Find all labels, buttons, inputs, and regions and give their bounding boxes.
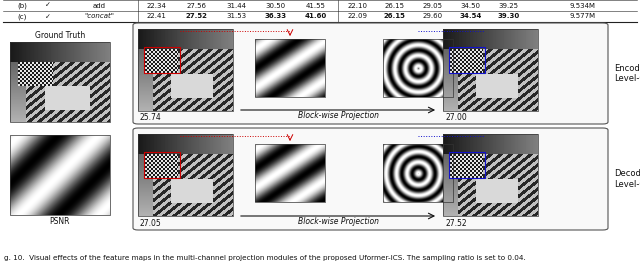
Text: PSNR: PSNR <box>50 217 70 226</box>
Text: 9.577M: 9.577M <box>570 13 595 19</box>
FancyBboxPatch shape <box>133 23 608 124</box>
Text: (c): (c) <box>18 13 27 20</box>
Text: Decoder
Level-0: Decoder Level-0 <box>614 169 640 189</box>
Bar <box>443 29 538 111</box>
Text: 26.15: 26.15 <box>384 13 406 19</box>
Text: 41.60: 41.60 <box>305 13 326 19</box>
Bar <box>138 134 233 216</box>
Text: (b): (b) <box>17 2 28 9</box>
Text: 27.52: 27.52 <box>186 13 207 19</box>
Text: 27.00: 27.00 <box>445 113 467 122</box>
Text: Block-wise Projection: Block-wise Projection <box>298 111 378 120</box>
Text: g. 10.  Visual effects of the feature maps in the multi-channel projection modul: g. 10. Visual effects of the feature map… <box>4 255 525 261</box>
Bar <box>10 135 110 215</box>
Bar <box>138 29 233 111</box>
Text: 25.74: 25.74 <box>140 113 162 122</box>
Text: 26.15: 26.15 <box>385 3 405 8</box>
Text: 39.30: 39.30 <box>497 13 519 19</box>
Text: 36.33: 36.33 <box>265 13 287 19</box>
Text: ✓: ✓ <box>45 3 51 8</box>
Text: 31.53: 31.53 <box>226 13 246 19</box>
FancyBboxPatch shape <box>133 128 608 230</box>
Text: 27.52: 27.52 <box>445 219 467 228</box>
Text: 30.50: 30.50 <box>266 3 286 8</box>
Text: 29.05: 29.05 <box>422 3 443 8</box>
Bar <box>443 134 538 216</box>
Text: add: add <box>93 3 106 8</box>
Text: 22.34: 22.34 <box>147 3 167 8</box>
Bar <box>449 152 485 178</box>
Text: 31.44: 31.44 <box>226 3 246 8</box>
Text: 29.60: 29.60 <box>422 13 443 19</box>
Bar <box>449 47 485 73</box>
Bar <box>255 39 325 97</box>
Bar <box>255 144 325 202</box>
Text: "concat": "concat" <box>84 13 114 19</box>
Bar <box>10 42 110 122</box>
Text: 41.55: 41.55 <box>305 3 326 8</box>
Text: 22.09: 22.09 <box>347 13 367 19</box>
Text: 34.50: 34.50 <box>460 3 481 8</box>
Text: Ground Truth: Ground Truth <box>35 31 85 40</box>
Text: Encoder
Level-0: Encoder Level-0 <box>614 64 640 83</box>
Text: Block-wise Projection: Block-wise Projection <box>298 217 378 226</box>
Text: 27.56: 27.56 <box>186 3 207 8</box>
Text: 27.05: 27.05 <box>140 219 162 228</box>
Bar <box>383 39 453 97</box>
Text: 34.54: 34.54 <box>460 13 481 19</box>
Text: 22.41: 22.41 <box>147 13 167 19</box>
Text: ✓: ✓ <box>45 13 51 19</box>
Bar <box>383 144 453 202</box>
Text: 39.25: 39.25 <box>498 3 518 8</box>
Bar <box>144 47 180 73</box>
Text: 9.534M: 9.534M <box>570 3 595 8</box>
Bar <box>144 152 180 178</box>
Text: 22.10: 22.10 <box>347 3 367 8</box>
